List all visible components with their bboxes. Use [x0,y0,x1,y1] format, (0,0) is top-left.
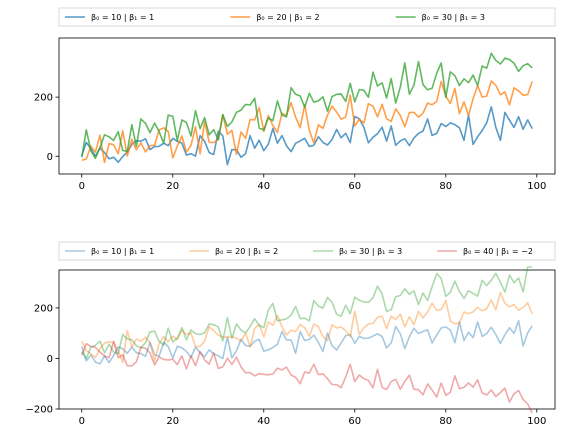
y-tick-label: −200 [26,405,53,416]
legend-label-2: β₀ = 20 | β₁ = 2 [215,247,278,256]
x-tick-label: 60 [348,416,361,427]
series-line-2 [81,80,533,164]
legend-bottom-entries: β₀ = 10 | β₁ = 1 β₀ = 20 | β₁ = 2 β₀ = 30 … [65,247,533,256]
series-line-2 [81,291,533,364]
series-line-3 [81,266,533,360]
legend-label-4: β₀ = 40 | β₁ = −2 [463,247,533,256]
legend-label-2: β₀ = 20 | β₁ = 2 [256,13,319,22]
x-tick-label: 100 [527,181,546,192]
series-line-3 [81,52,533,160]
plot-area-top [58,37,556,175]
x-tick-label: 20 [166,416,179,427]
axis-ticks-top: 0 20 40 60 80 100 0 200 [34,93,546,192]
legend-top [58,7,556,27]
chart-top: β₀ = 10 | β₁ = 1 β₀ = 20 | β₁ = 2 β₀ = 30 … [34,7,556,192]
plot-area-bottom [58,269,556,410]
x-tick-label: 40 [257,416,270,427]
legend-label-3: β₀ = 30 | β₁ = 3 [339,247,402,256]
x-tick-label: 20 [166,181,179,192]
y-tick-label: 200 [34,303,53,314]
y-tick-label: 0 [47,354,53,365]
x-tick-label: 60 [348,181,361,192]
series-line-1 [81,319,533,365]
x-tick-label: 100 [527,416,546,427]
series-lines-bottom [81,266,533,414]
series-lines-top [81,52,533,166]
x-tick-label: 80 [439,416,452,427]
x-tick-label: 80 [439,181,452,192]
legend-bottom [58,241,556,261]
chart-bottom: β₀ = 10 | β₁ = 1 β₀ = 20 | β₁ = 2 β₀ = 30 … [26,241,556,427]
legend-label-1: β₀ = 10 | β₁ = 1 [91,247,154,256]
legend-label-3: β₀ = 30 | β₁ = 3 [422,13,485,22]
y-tick-label: 0 [47,152,53,163]
x-tick-label: 40 [257,181,270,192]
axis-ticks-bottom: 0 20 40 60 80 100 −200 0 200 [26,303,547,427]
legend-top-entries: β₀ = 10 | β₁ = 1 β₀ = 20 | β₁ = 2 β₀ = 30 … [65,13,485,22]
x-tick-label: 0 [79,416,85,427]
legend-label-1: β₀ = 10 | β₁ = 1 [91,13,154,22]
series-line-1 [81,106,533,166]
x-tick-label: 0 [79,181,85,192]
series-line-4 [81,340,533,414]
y-tick-label: 200 [34,93,53,104]
